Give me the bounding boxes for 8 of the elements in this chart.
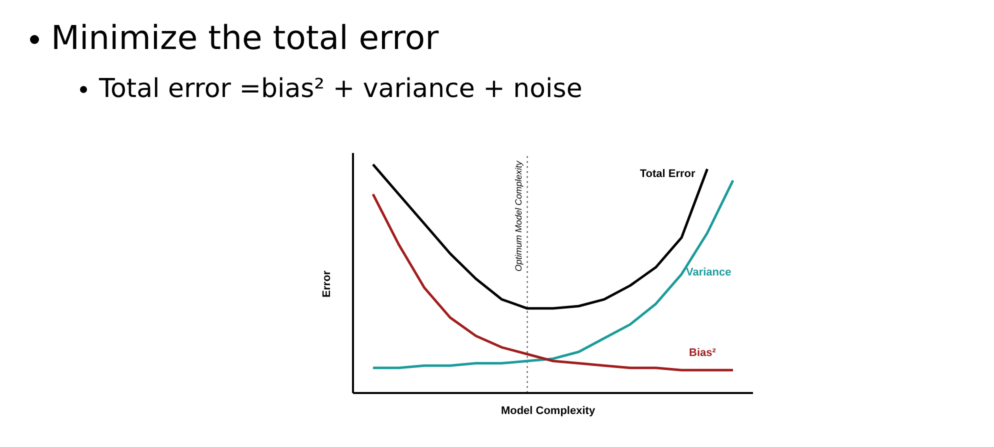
x-axis-title: Model Complexity bbox=[500, 405, 596, 417]
annotation: Optimum Model Complexity bbox=[513, 160, 524, 272]
chart-title: Minimize the total error bbox=[51, 18, 439, 57]
chart-subtitle: Total error =bias² + variance + noise bbox=[99, 74, 582, 104]
series-label: Bias² bbox=[689, 347, 716, 360]
series-label: Total Error bbox=[640, 168, 696, 180]
y-axis-title: Error bbox=[321, 270, 333, 299]
series-label: Variance bbox=[686, 266, 732, 278]
